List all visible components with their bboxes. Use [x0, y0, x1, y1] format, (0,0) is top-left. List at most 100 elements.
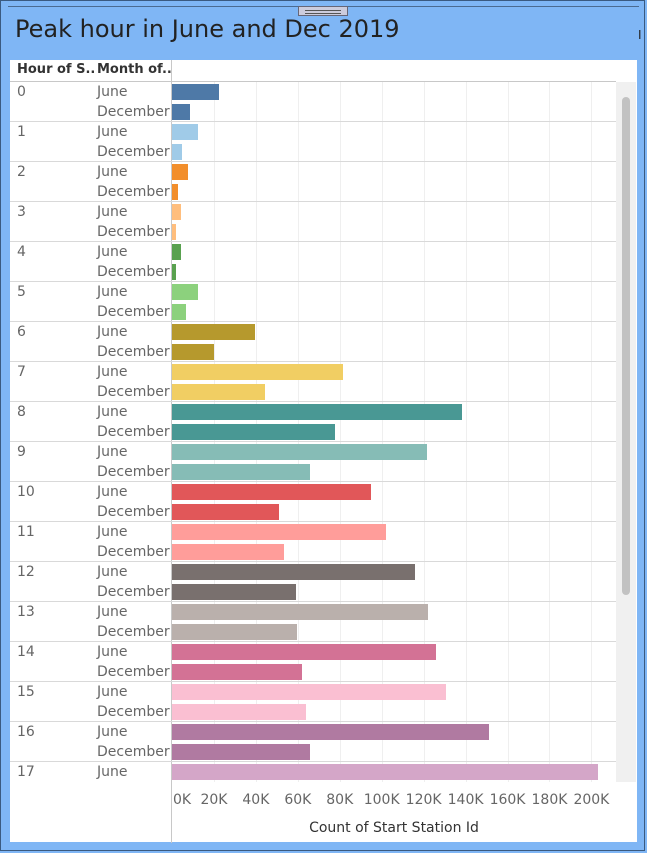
hour-label: 10: [17, 484, 35, 500]
month-label: December: [97, 304, 170, 320]
x-axis-title: Count of Start Station Id: [309, 820, 479, 836]
bar[interactable]: [172, 704, 307, 720]
bar[interactable]: [172, 144, 183, 160]
bar[interactable]: [172, 744, 311, 760]
chart-title: Peak hour in June and Dec 2019: [15, 15, 400, 43]
gridline: [549, 82, 551, 782]
gridline: [423, 82, 425, 782]
row-header-divider: [171, 60, 172, 843]
month-label: June: [97, 684, 128, 700]
month-label: June: [97, 164, 128, 180]
x-tick-label: 0K: [172, 792, 192, 808]
row-separator: [10, 761, 616, 762]
column-header-hour[interactable]: Hour of S..: [17, 62, 96, 77]
bar[interactable]: [172, 584, 296, 600]
gridline: [591, 82, 593, 782]
row-separator: [10, 121, 616, 122]
row-separator: [10, 441, 616, 442]
gridline: [507, 82, 509, 782]
month-label: June: [97, 484, 128, 500]
month-label: December: [97, 144, 170, 160]
month-label: December: [97, 184, 170, 200]
month-label: December: [97, 464, 170, 480]
month-label: June: [97, 604, 128, 620]
x-tick-label: 140K: [447, 792, 484, 808]
bar[interactable]: [172, 504, 279, 520]
hour-label: 1: [17, 124, 26, 140]
x-tick-label: 180K: [531, 792, 568, 808]
column-header-month[interactable]: Month of..: [97, 62, 172, 77]
bar[interactable]: [172, 684, 446, 700]
row-separator: [10, 481, 616, 482]
x-tick-label: 20K: [200, 792, 228, 808]
hour-label: 15: [17, 684, 35, 700]
month-label: December: [97, 224, 170, 240]
hour-label: 0: [17, 84, 26, 100]
month-label: December: [97, 504, 170, 520]
month-label: June: [97, 444, 128, 460]
row-separator: [10, 201, 616, 202]
bar[interactable]: [172, 384, 266, 400]
month-label: June: [97, 324, 128, 340]
bar[interactable]: [172, 284, 199, 300]
header-separator: [10, 81, 616, 82]
month-label: June: [97, 284, 128, 300]
row-separator: [10, 401, 616, 402]
bar[interactable]: [172, 244, 182, 260]
month-label: December: [97, 384, 170, 400]
x-tick-label: 100K: [363, 792, 400, 808]
side-indicator: I: [638, 28, 642, 42]
bar[interactable]: [172, 164, 188, 180]
scrollbar-thumb[interactable]: [622, 97, 630, 595]
bar[interactable]: [172, 604, 428, 620]
bar[interactable]: [172, 84, 220, 100]
bar[interactable]: [172, 424, 335, 440]
month-label: June: [97, 364, 128, 380]
bar[interactable]: [172, 644, 437, 660]
bar[interactable]: [172, 664, 302, 680]
bar[interactable]: [172, 304, 186, 320]
bar[interactable]: [172, 484, 372, 500]
month-label: June: [97, 124, 128, 140]
month-label: June: [97, 244, 128, 260]
bar[interactable]: [172, 444, 427, 460]
row-separator: [10, 241, 616, 242]
bar[interactable]: [172, 344, 214, 360]
bar[interactable]: [172, 224, 176, 240]
month-label: December: [97, 744, 170, 760]
hour-label: 2: [17, 164, 26, 180]
row-separator: [10, 161, 616, 162]
bar[interactable]: [172, 624, 297, 640]
bar[interactable]: [172, 764, 598, 780]
bar[interactable]: [172, 524, 386, 540]
hour-label: 17: [17, 764, 35, 780]
x-tick-label: 60K: [284, 792, 312, 808]
month-label: June: [97, 204, 128, 220]
month-label: June: [97, 404, 128, 420]
month-label: December: [97, 624, 170, 640]
hour-label: 12: [17, 564, 35, 580]
row-separator: [10, 321, 616, 322]
bar[interactable]: [172, 124, 199, 140]
gridline: [465, 82, 467, 782]
gridline: [381, 82, 383, 782]
bar[interactable]: [172, 404, 463, 420]
bar[interactable]: [172, 464, 311, 480]
header-band: [10, 60, 616, 82]
month-label: June: [97, 644, 128, 660]
bar[interactable]: [172, 364, 343, 380]
bar[interactable]: [172, 104, 190, 120]
row-separator: [10, 721, 616, 722]
bar[interactable]: [172, 544, 285, 560]
month-label: June: [97, 564, 128, 580]
row-separator: [10, 361, 616, 362]
drag-handle-icon[interactable]: [298, 6, 348, 16]
bar[interactable]: [172, 564, 416, 580]
bar[interactable]: [172, 204, 182, 220]
bar[interactable]: [172, 324, 255, 340]
month-label: December: [97, 424, 170, 440]
bar[interactable]: [172, 184, 179, 200]
bar[interactable]: [172, 724, 489, 740]
bar[interactable]: [172, 264, 176, 280]
